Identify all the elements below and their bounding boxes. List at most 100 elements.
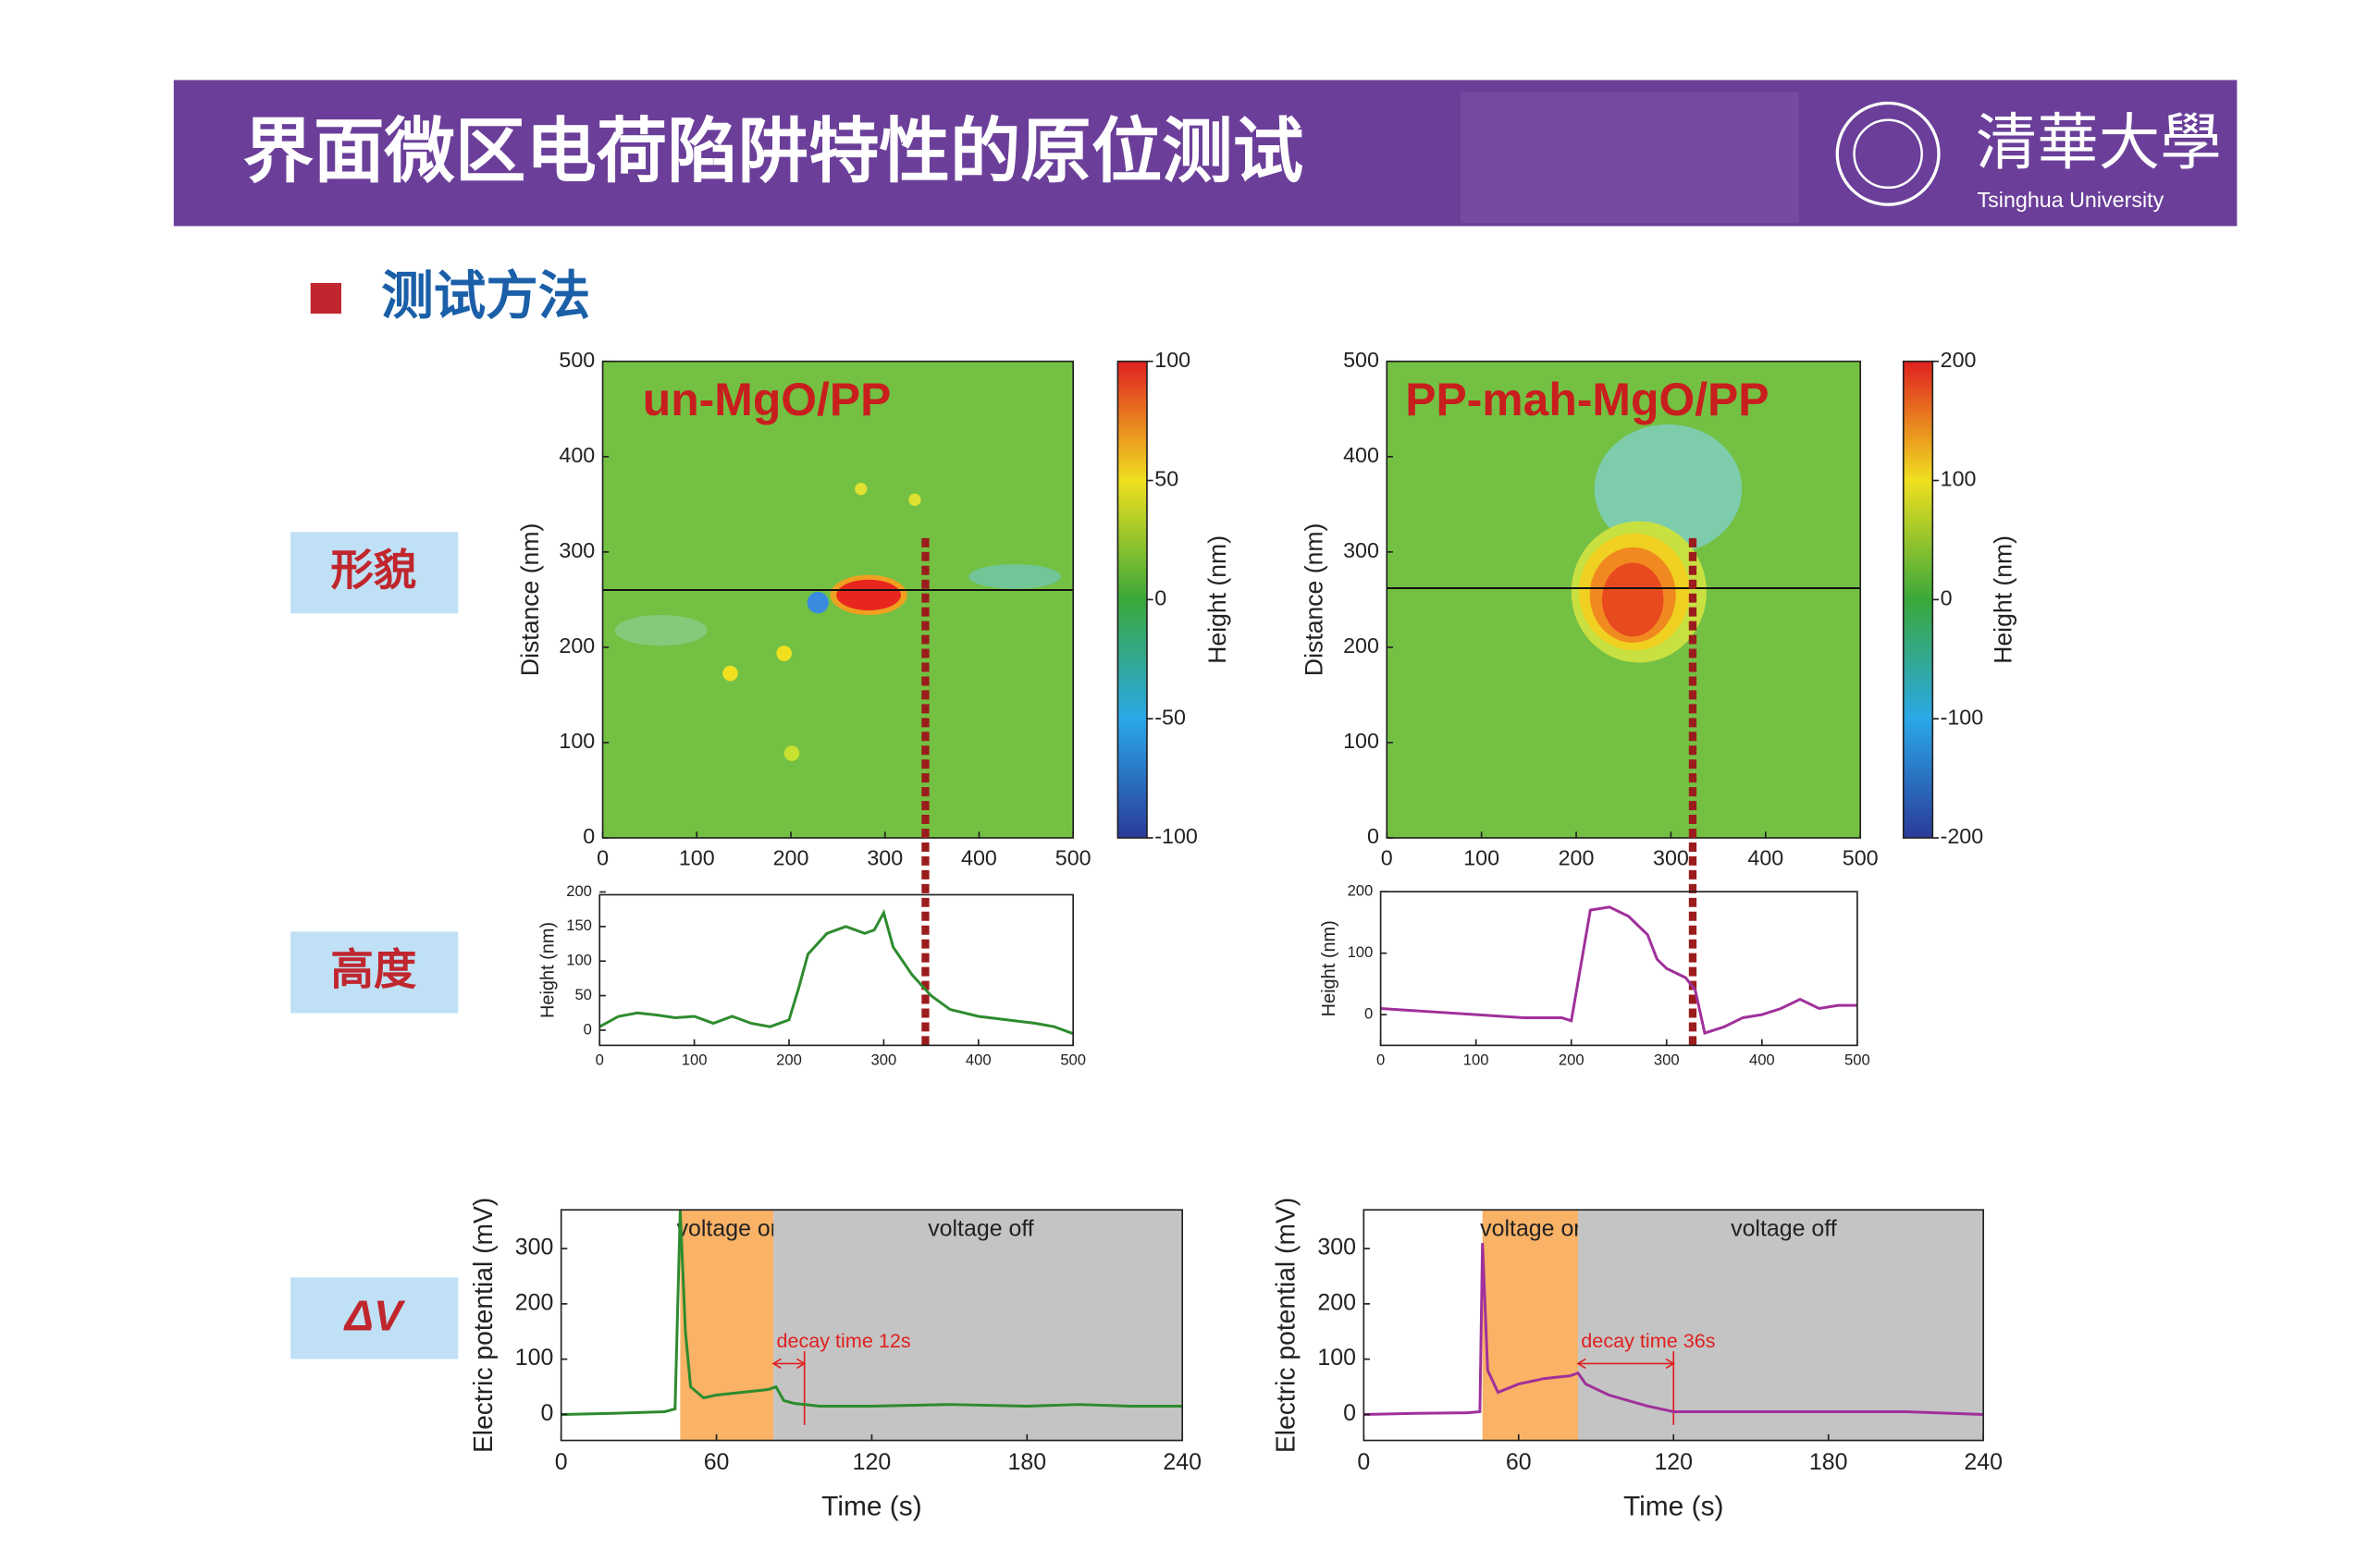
plot-frame	[1386, 360, 1862, 839]
row-label-box	[290, 1277, 459, 1359]
y-tick-label: 200	[559, 633, 595, 658]
x-tick-label: 200	[773, 845, 809, 869]
y-tick-label: 200	[1348, 882, 1374, 900]
x-tick-label: 400	[961, 845, 997, 869]
decay-label: decay time 12s	[776, 1329, 910, 1352]
x-tick-label: 100	[1463, 1051, 1489, 1068]
x-tick-label: 300	[871, 1051, 897, 1068]
x-tick-label: 240	[1964, 1449, 2003, 1475]
chart-title: un-MgO/PP	[643, 374, 892, 425]
region-label: voltage on	[677, 1215, 783, 1241]
x-tick-label: 60	[1506, 1449, 1532, 1475]
row-label: ΔV	[343, 1292, 406, 1340]
y-tick-label: 100	[515, 1345, 554, 1371]
x-axis-label: Time (s)	[1623, 1492, 1724, 1522]
colorbar-tick-label: -200	[1941, 824, 1984, 848]
y-axis-label: Electric potential (mV)	[468, 1198, 498, 1453]
header-decoration	[1461, 92, 1799, 224]
heatmap-texture	[722, 665, 738, 682]
region-label: voltage off	[1731, 1215, 1837, 1241]
x-tick-label: 300	[1654, 1051, 1680, 1068]
y-tick-label: 200	[515, 1289, 554, 1315]
x-tick-label: 500	[1843, 845, 1879, 869]
x-tick-label: 200	[1559, 1051, 1585, 1068]
region	[680, 1210, 774, 1441]
heatmap-texture	[807, 592, 829, 614]
y-tick-label: 0	[540, 1400, 553, 1426]
header-title: 界面微区电荷陷阱特性的原位测试	[243, 113, 1304, 191]
row-label: 高度	[330, 946, 417, 994]
x-axis-label: Time (s)	[821, 1492, 922, 1522]
x-tick-label: 0	[597, 845, 609, 869]
x-tick-label: 200	[776, 1051, 802, 1068]
y-tick-label: 300	[515, 1235, 554, 1261]
y-axis-label: Height (nm)	[1319, 920, 1339, 1016]
y-tick-label: 0	[1343, 1400, 1356, 1426]
colorbar-label: Height (nm)	[1989, 535, 2016, 664]
region	[773, 1210, 1183, 1441]
y-tick-label: 0	[583, 824, 595, 848]
x-tick-label: 0	[1381, 845, 1393, 869]
x-tick-label: 400	[1747, 845, 1783, 869]
heatmap-texture	[1594, 424, 1743, 554]
heatmap-texture	[1601, 562, 1664, 637]
x-tick-label: 200	[1559, 845, 1595, 869]
plot-frame	[598, 893, 1075, 1047]
x-tick-label: 500	[1060, 1051, 1086, 1068]
data-line	[1363, 1243, 1984, 1416]
x-tick-label: 400	[1749, 1051, 1775, 1068]
colorbar-tick-label: 200	[1941, 348, 1977, 372]
y-tick-label: 0	[1364, 1005, 1373, 1023]
x-tick-label: 0	[1376, 1051, 1385, 1068]
logo-subtext: Tsinghua University	[1978, 188, 2164, 212]
x-tick-label: 100	[1463, 845, 1499, 869]
heatmap-image	[1387, 361, 1861, 838]
x-tick-label: 120	[853, 1449, 892, 1475]
y-axis-label: Electric potential (mV)	[1271, 1198, 1301, 1453]
y-tick-label: 0	[584, 1020, 592, 1038]
x-tick-label: 120	[1654, 1449, 1693, 1475]
bullet	[310, 282, 341, 314]
heatmap-texture	[836, 579, 902, 610]
y-tick-label: 400	[559, 443, 595, 467]
y-tick-label: 100	[1343, 729, 1379, 753]
y-tick-label: 500	[1343, 348, 1379, 372]
logo-text: 清華大學	[1976, 109, 2222, 178]
x-tick-label: 180	[1809, 1449, 1848, 1475]
row-label-box	[290, 931, 459, 1014]
x-tick-label: 500	[1055, 845, 1091, 869]
y-tick-label: 500	[559, 348, 595, 372]
chart-title: PP-mah-MgO/PP	[1405, 374, 1769, 425]
x-tick-label: 60	[704, 1449, 730, 1475]
y-tick-label: 300	[559, 538, 595, 562]
y-tick-label: 300	[1343, 538, 1379, 562]
x-tick-label: 0	[1357, 1449, 1370, 1475]
colorbar-tick-label: 100	[1154, 348, 1190, 372]
colorbar-tick-label: 0	[1941, 586, 1953, 610]
y-tick-label: 100	[1348, 943, 1374, 961]
logo-seal	[1835, 101, 1941, 206]
colorbar-tick-label: 50	[1154, 467, 1178, 491]
colorbar-tick-label: 0	[1154, 586, 1166, 610]
plot-frame	[601, 360, 1075, 839]
colorbar-tick-label: 100	[1941, 467, 1977, 491]
x-tick-label: 400	[966, 1051, 992, 1068]
region	[1482, 1210, 1578, 1441]
heatmap-texture	[776, 646, 793, 661]
row-label-box	[290, 532, 459, 614]
y-tick-label: 100	[566, 952, 592, 969]
plot-frame	[1379, 891, 1858, 1047]
x-tick-label: 0	[596, 1051, 604, 1068]
colorbar-label: Height (nm)	[1203, 535, 1231, 664]
decay-label: decay time 36s	[1581, 1329, 1715, 1352]
colorbar-tick-label: -50	[1154, 705, 1186, 729]
y-tick-label: 100	[1317, 1345, 1356, 1371]
y-tick-label: 0	[1367, 824, 1379, 848]
y-axis-label: Distance (nm)	[516, 523, 544, 676]
x-tick-label: 300	[1653, 845, 1689, 869]
x-tick-label: 100	[679, 845, 715, 869]
y-axis-label: Height (nm)	[538, 922, 559, 1018]
colorbar-tick-label: -100	[1154, 824, 1198, 848]
